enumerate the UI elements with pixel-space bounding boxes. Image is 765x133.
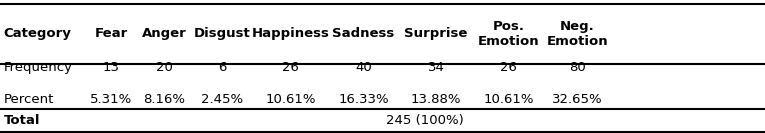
Text: Percent: Percent [4, 93, 54, 106]
Text: Anger: Anger [142, 27, 187, 40]
Text: Fear: Fear [94, 27, 128, 40]
Text: 32.65%: 32.65% [552, 93, 603, 106]
Text: 245 (100%): 245 (100%) [386, 114, 464, 127]
Text: Frequency: Frequency [4, 61, 73, 74]
Text: 6: 6 [218, 61, 226, 74]
Text: 2.45%: 2.45% [200, 93, 243, 106]
Text: Happiness: Happiness [252, 27, 330, 40]
Text: 40: 40 [355, 61, 372, 74]
Text: 26: 26 [500, 61, 517, 74]
Text: Surprise: Surprise [405, 27, 467, 40]
Text: 16.33%: 16.33% [338, 93, 389, 106]
Text: 26: 26 [282, 61, 299, 74]
Text: 8.16%: 8.16% [144, 93, 185, 106]
Text: Total: Total [4, 114, 41, 127]
Text: Sadness: Sadness [332, 27, 395, 40]
Text: Neg.
Emotion: Neg. Emotion [547, 20, 608, 48]
Text: 34: 34 [428, 61, 444, 74]
Text: Pos.
Emotion: Pos. Emotion [478, 20, 539, 48]
Text: 10.61%: 10.61% [265, 93, 316, 106]
Text: 80: 80 [569, 61, 586, 74]
Text: 20: 20 [156, 61, 173, 74]
Text: Category: Category [4, 27, 72, 40]
Text: 13.88%: 13.88% [411, 93, 461, 106]
Text: Disgust: Disgust [194, 27, 250, 40]
Text: 13: 13 [103, 61, 119, 74]
Text: 10.61%: 10.61% [483, 93, 534, 106]
Text: 5.31%: 5.31% [90, 93, 132, 106]
